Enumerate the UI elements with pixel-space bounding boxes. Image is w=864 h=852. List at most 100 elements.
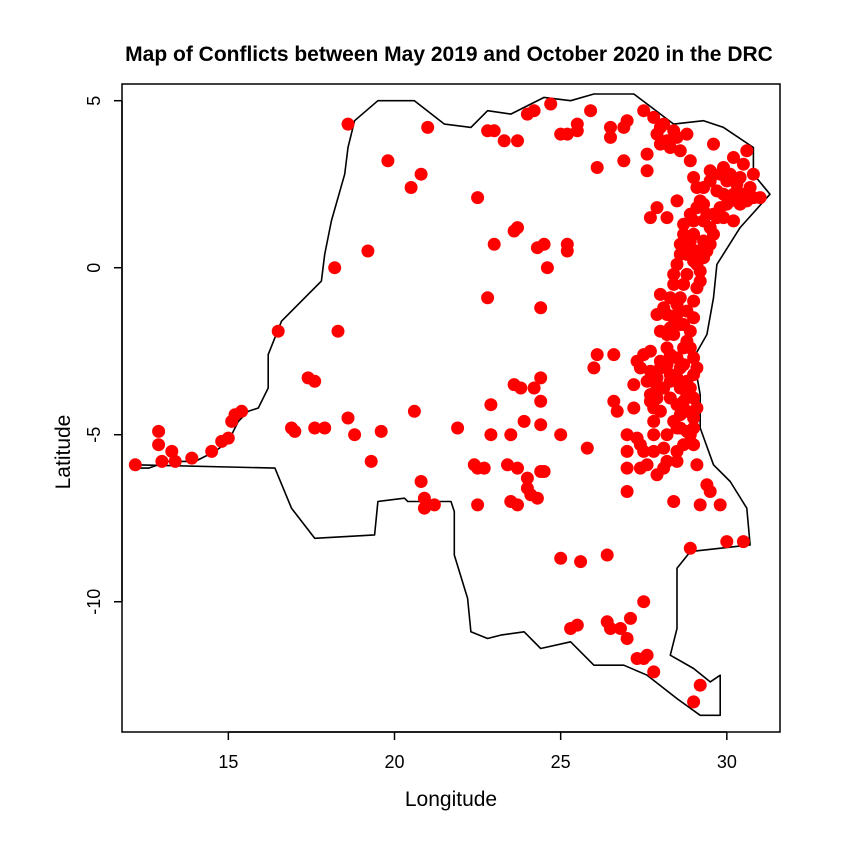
conflict-point [687, 438, 701, 452]
conflict-point [640, 374, 654, 388]
conflict-point [637, 104, 651, 118]
conflict-point [527, 104, 541, 118]
conflict-point [534, 371, 548, 385]
conflict-point [660, 211, 674, 225]
conflict-point [670, 351, 684, 365]
conflict-point [670, 444, 684, 458]
conflict-point [537, 465, 551, 478]
conflict-point [707, 227, 720, 241]
conflict-point [683, 154, 697, 168]
conflict-point [640, 164, 654, 178]
y-tick-label: -5 [84, 427, 104, 443]
conflict-point [657, 117, 671, 131]
x-tick-label: 15 [218, 752, 238, 772]
conflict-point [534, 394, 548, 408]
conflict-point [677, 217, 691, 231]
conflict-point [451, 421, 465, 435]
conflict-point [647, 414, 661, 428]
conflict-point [627, 401, 641, 415]
conflict-point [690, 401, 704, 415]
conflict-point [620, 485, 634, 498]
conflict-point [471, 191, 485, 205]
conflict-point [374, 424, 388, 438]
conflict-point [660, 428, 674, 442]
conflict-point [624, 611, 637, 625]
conflict-point [574, 555, 588, 569]
conflict-point [614, 622, 627, 635]
conflict-point [660, 358, 674, 372]
conflict-point [663, 321, 677, 335]
conflict-point [554, 551, 568, 565]
conflict-point [620, 428, 634, 442]
conflict-point [607, 394, 621, 408]
conflict-point [693, 274, 707, 288]
conflict-point [746, 191, 760, 205]
conflict-point [530, 491, 544, 505]
conflict-point [653, 324, 667, 338]
conflict-point [584, 104, 598, 118]
conflict-point [677, 277, 691, 291]
conflict-point [361, 244, 375, 258]
conflict-point [560, 244, 574, 258]
y-axis-label: Latitude [52, 415, 75, 490]
conflict-point [604, 120, 617, 134]
conflict-point [687, 171, 701, 184]
conflict-point [693, 678, 707, 692]
conflict-point [570, 124, 584, 138]
conflict-point [620, 114, 634, 128]
conflict-point [746, 167, 760, 181]
conflict-point [604, 622, 617, 635]
conflict-point [673, 144, 687, 158]
conflict-point [527, 381, 541, 395]
conflict-point [514, 381, 528, 395]
conflict-point [703, 164, 717, 178]
conflict-point [364, 454, 378, 468]
conflict-point [717, 211, 730, 225]
conflict-point [667, 277, 681, 291]
conflict-point [736, 157, 750, 171]
conflict-point [687, 227, 701, 241]
conflict-point [647, 110, 661, 124]
conflict-point [318, 421, 332, 435]
conflict-point [348, 428, 362, 442]
conflict-point [610, 404, 624, 418]
conflict-point [687, 294, 701, 308]
conflict-point [185, 451, 199, 465]
conflict-point [477, 461, 491, 475]
conflict-point [520, 471, 534, 485]
conflict-point [643, 364, 657, 378]
conflict-point [663, 291, 677, 305]
conflict-point [653, 287, 667, 301]
country-outline [134, 93, 771, 717]
conflict-point [484, 428, 498, 442]
conflict-point [308, 374, 322, 388]
conflict-point [534, 418, 548, 432]
conflict-point [640, 458, 654, 472]
x-axis-label: Longitude [405, 788, 497, 811]
conflict-point [640, 147, 654, 161]
conflict-point [687, 311, 701, 325]
conflict-point [673, 237, 687, 251]
conflict-point [647, 444, 661, 458]
conflict-point [481, 291, 495, 305]
conflict-point [271, 324, 285, 338]
conflict-point [427, 498, 441, 512]
y-axis: 5 0 -5 -10 [84, 96, 123, 615]
conflict-point [663, 374, 677, 388]
conflict-point [590, 161, 604, 174]
conflict-point [600, 548, 614, 562]
conflict-point [627, 378, 641, 392]
conflict-point [511, 461, 524, 475]
conflict-point [288, 424, 302, 438]
conflict-point [713, 498, 727, 512]
conflict-point [487, 124, 501, 138]
conflict-point [341, 411, 355, 425]
conflict-point [703, 485, 717, 498]
conflict-point [647, 428, 661, 442]
conflict-point [680, 388, 694, 402]
conflict-point [657, 441, 671, 455]
conflict-point [697, 181, 711, 194]
conflict-point [484, 398, 498, 412]
conflict-point [677, 227, 691, 241]
